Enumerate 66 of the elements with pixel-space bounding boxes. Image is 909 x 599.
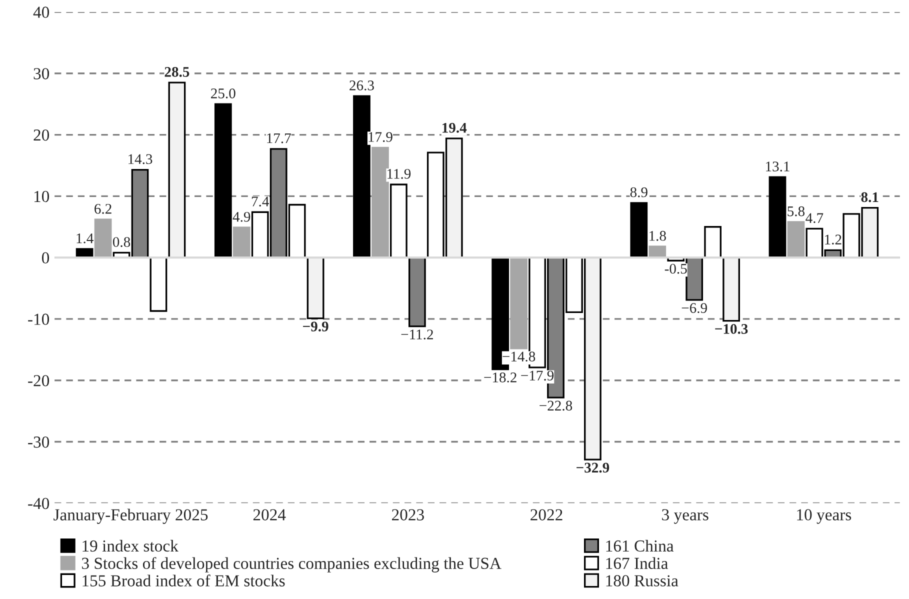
data-label: 4.9 bbox=[232, 212, 250, 222]
bar bbox=[150, 256, 168, 312]
data-label: −14.8 bbox=[502, 352, 536, 362]
legend-label: 161 China bbox=[606, 540, 674, 552]
data-label: 6.2 bbox=[94, 204, 112, 214]
bar bbox=[214, 103, 232, 258]
data-label: 4.7 bbox=[806, 213, 824, 224]
data-label: 1.2 bbox=[825, 234, 842, 245]
y-tick-label: 40 bbox=[33, 6, 50, 18]
data-label: 19.4 bbox=[442, 122, 467, 133]
y-tick-label: 10 bbox=[34, 190, 50, 202]
x-tick-label: 10 years bbox=[797, 509, 852, 524]
data-label: 8.9 bbox=[630, 187, 648, 198]
y-tick-label: 20 bbox=[34, 129, 50, 141]
data-label: −9.9 bbox=[303, 322, 328, 332]
bar bbox=[722, 256, 740, 322]
y-tick-label: -20 bbox=[28, 375, 50, 386]
y-tick-label: 30 bbox=[34, 68, 50, 80]
data-label: 8.1 bbox=[861, 192, 878, 202]
data-label: 17.7 bbox=[267, 133, 291, 144]
bar bbox=[168, 82, 186, 258]
x-tick-label: January-February 2025 bbox=[54, 508, 208, 524]
data-label: −6.9 bbox=[682, 303, 707, 314]
bar bbox=[510, 256, 528, 350]
data-label: 25.0 bbox=[211, 88, 236, 98]
legend-label: 19 index stock bbox=[82, 540, 178, 552]
legend-label: 180 Russia bbox=[606, 575, 678, 586]
legend-label: 155 Broad index of EM stocks bbox=[82, 574, 285, 586]
data-label: 0.8 bbox=[112, 237, 130, 247]
bar bbox=[372, 146, 389, 258]
bar bbox=[390, 184, 408, 258]
y-tick-label: 0 bbox=[42, 252, 50, 264]
legend-label: 167 India bbox=[606, 557, 668, 570]
y-tick-label: -30 bbox=[28, 436, 50, 448]
data-label: −18.2 bbox=[484, 372, 516, 382]
data-label: 13.1 bbox=[766, 162, 790, 172]
x-tick-label: 2024 bbox=[253, 509, 286, 520]
data-label: −32.9 bbox=[576, 462, 610, 473]
data-label: −10.3 bbox=[715, 324, 748, 334]
bar bbox=[353, 95, 370, 258]
data-label: 5.8 bbox=[788, 206, 805, 216]
bar bbox=[306, 256, 324, 320]
x-tick-label: 3 years bbox=[662, 509, 708, 524]
y-tick-label: -10 bbox=[28, 314, 50, 325]
data-label: 1.4 bbox=[76, 233, 94, 244]
data-label: 28.5 bbox=[164, 67, 190, 77]
bar bbox=[232, 226, 250, 258]
bar bbox=[704, 226, 722, 258]
data-label: 17.9 bbox=[368, 132, 392, 142]
x-tick-label: 2023 bbox=[392, 509, 424, 520]
bar bbox=[787, 221, 805, 258]
data-label: -0.5 bbox=[664, 264, 687, 274]
bar bbox=[94, 218, 112, 258]
legend-label: 3 Stocks of developed countries companies excluding the USA bbox=[82, 557, 502, 572]
data-label: −17.9 bbox=[521, 370, 554, 381]
bar bbox=[768, 176, 786, 258]
bar bbox=[630, 202, 648, 258]
x-tick-label: 2022 bbox=[530, 509, 562, 520]
y-tick-label: -40 bbox=[28, 498, 50, 510]
data-label: −22.8 bbox=[540, 400, 572, 411]
data-label: 14.3 bbox=[128, 154, 152, 164]
data-label: 1.8 bbox=[650, 230, 666, 241]
data-label: 11.9 bbox=[387, 168, 411, 179]
data-label: 7.4 bbox=[252, 196, 269, 206]
data-label: −11.2 bbox=[401, 330, 433, 340]
data-label: 26.3 bbox=[350, 80, 374, 90]
